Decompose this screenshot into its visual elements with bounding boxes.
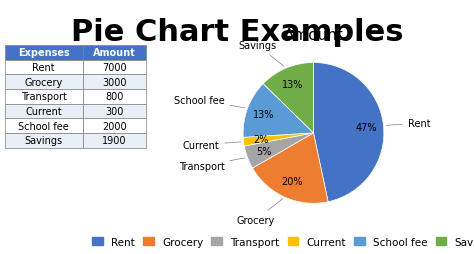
Text: 2%: 2%	[254, 135, 269, 145]
FancyBboxPatch shape	[82, 60, 146, 75]
FancyBboxPatch shape	[5, 75, 82, 89]
Text: Current: Current	[25, 106, 62, 116]
Text: School fee: School fee	[173, 96, 245, 108]
Text: Grocery: Grocery	[25, 77, 63, 87]
Text: Pie Chart Examples: Pie Chart Examples	[71, 18, 403, 47]
Title: Amount: Amount	[283, 28, 344, 43]
Text: 5%: 5%	[256, 147, 272, 157]
Text: 20%: 20%	[281, 176, 303, 186]
Text: Rent: Rent	[386, 118, 430, 129]
Wedge shape	[263, 63, 313, 133]
Text: Transport: Transport	[179, 158, 245, 171]
FancyBboxPatch shape	[5, 46, 82, 60]
Text: Savings: Savings	[25, 136, 63, 146]
FancyBboxPatch shape	[82, 104, 146, 119]
Text: Transport: Transport	[21, 92, 67, 102]
Text: 13%: 13%	[253, 110, 275, 120]
Text: 47%: 47%	[355, 123, 377, 133]
Wedge shape	[313, 63, 384, 202]
FancyBboxPatch shape	[82, 89, 146, 104]
Text: Amount: Amount	[93, 48, 136, 58]
Text: School fee: School fee	[18, 121, 69, 131]
Text: Savings: Savings	[238, 41, 284, 67]
Text: Current: Current	[182, 140, 241, 150]
FancyBboxPatch shape	[82, 133, 146, 148]
FancyBboxPatch shape	[5, 104, 82, 119]
FancyBboxPatch shape	[5, 60, 82, 75]
Text: 800: 800	[105, 92, 124, 102]
Wedge shape	[253, 133, 328, 203]
Text: 1900: 1900	[102, 136, 127, 146]
FancyBboxPatch shape	[5, 133, 82, 148]
Wedge shape	[243, 84, 313, 138]
Text: 300: 300	[105, 106, 124, 116]
FancyBboxPatch shape	[5, 89, 82, 104]
Text: 3000: 3000	[102, 77, 127, 87]
FancyBboxPatch shape	[5, 119, 82, 133]
Text: Expenses: Expenses	[18, 48, 70, 58]
Text: 7000: 7000	[102, 63, 127, 73]
Text: 2000: 2000	[102, 121, 127, 131]
Text: Grocery: Grocery	[237, 199, 283, 225]
Wedge shape	[243, 133, 313, 147]
Text: 13%: 13%	[283, 80, 304, 90]
Legend: Rent, Grocery, Transport, Current, School fee, Savings: Rent, Grocery, Transport, Current, Schoo…	[90, 235, 474, 249]
FancyBboxPatch shape	[82, 46, 146, 60]
Wedge shape	[244, 133, 313, 168]
Text: Rent: Rent	[32, 63, 55, 73]
FancyBboxPatch shape	[82, 75, 146, 89]
FancyBboxPatch shape	[82, 119, 146, 133]
